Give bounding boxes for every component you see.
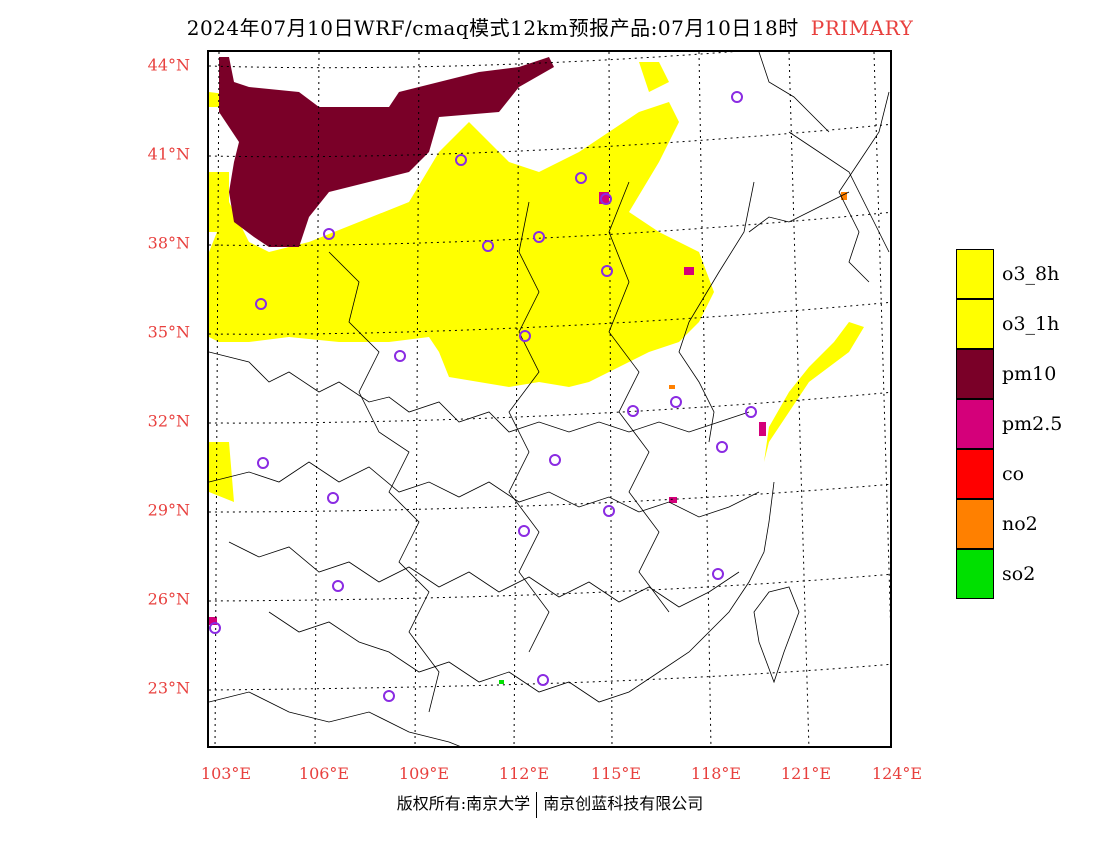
graticule: [209, 52, 890, 746]
legend-label: no2: [1002, 513, 1038, 535]
copyright-left: 版权所有:南京大学: [396, 794, 531, 813]
legend-swatch: [956, 449, 994, 499]
legend-label: pm10: [1002, 363, 1057, 385]
no2-specks: [669, 192, 847, 389]
legend-swatch: [956, 349, 994, 399]
legend-swatch: [956, 499, 994, 549]
boundaries: [209, 52, 890, 746]
legend-swatch: [956, 299, 994, 349]
lon-label: 103°E: [200, 764, 252, 783]
legend-swatch: [956, 399, 994, 449]
copyright-footer: 版权所有:南京大学 南京创蓝科技有限公司: [0, 790, 1100, 818]
lat-label: 29°N: [147, 500, 190, 520]
legend-label: so2: [1002, 563, 1036, 585]
legend-swatch: [956, 249, 994, 299]
primary-tag: PRIMARY: [810, 16, 914, 40]
map-canvas: [209, 52, 890, 746]
lat-label: 35°N: [147, 322, 190, 342]
lon-label: 106°E: [298, 764, 350, 783]
lat-label: 38°N: [147, 233, 190, 253]
pm10-region: [219, 57, 554, 247]
lon-label: 121°E: [780, 764, 832, 783]
lon-label: 115°E: [590, 764, 642, 783]
copyright-right: 南京创蓝科技有限公司: [543, 794, 704, 813]
legend-label: o3_8h: [1002, 263, 1060, 285]
lon-label: 109°E: [398, 764, 450, 783]
lat-label: 32°N: [147, 411, 190, 431]
lon-label: 124°E: [871, 764, 923, 783]
lat-label: 23°N: [147, 678, 190, 698]
o3-region: [209, 62, 864, 502]
station-markers: [209, 91, 757, 702]
map-title: 2024年07月10日WRF/cmaq模式12km预报产品:07月10日18时 P…: [0, 12, 1100, 41]
lon-label: 118°E: [690, 764, 742, 783]
title-text: 2024年07月10日WRF/cmaq模式12km预报产品:07月10日18时: [186, 16, 799, 40]
legend-label: o3_1h: [1002, 313, 1060, 335]
legend-label: pm2.5: [1002, 413, 1063, 435]
so2-specks: [499, 680, 504, 684]
lat-label: 41°N: [147, 144, 190, 164]
pm25-specks: [209, 192, 766, 625]
legend-label: co: [1002, 463, 1025, 485]
legend-swatch: [956, 549, 994, 599]
lat-label: 26°N: [147, 589, 190, 609]
lon-label: 112°E: [498, 764, 550, 783]
lat-label: 44°N: [147, 55, 190, 75]
footer-divider: [536, 791, 538, 818]
forecast-map: [207, 50, 892, 748]
